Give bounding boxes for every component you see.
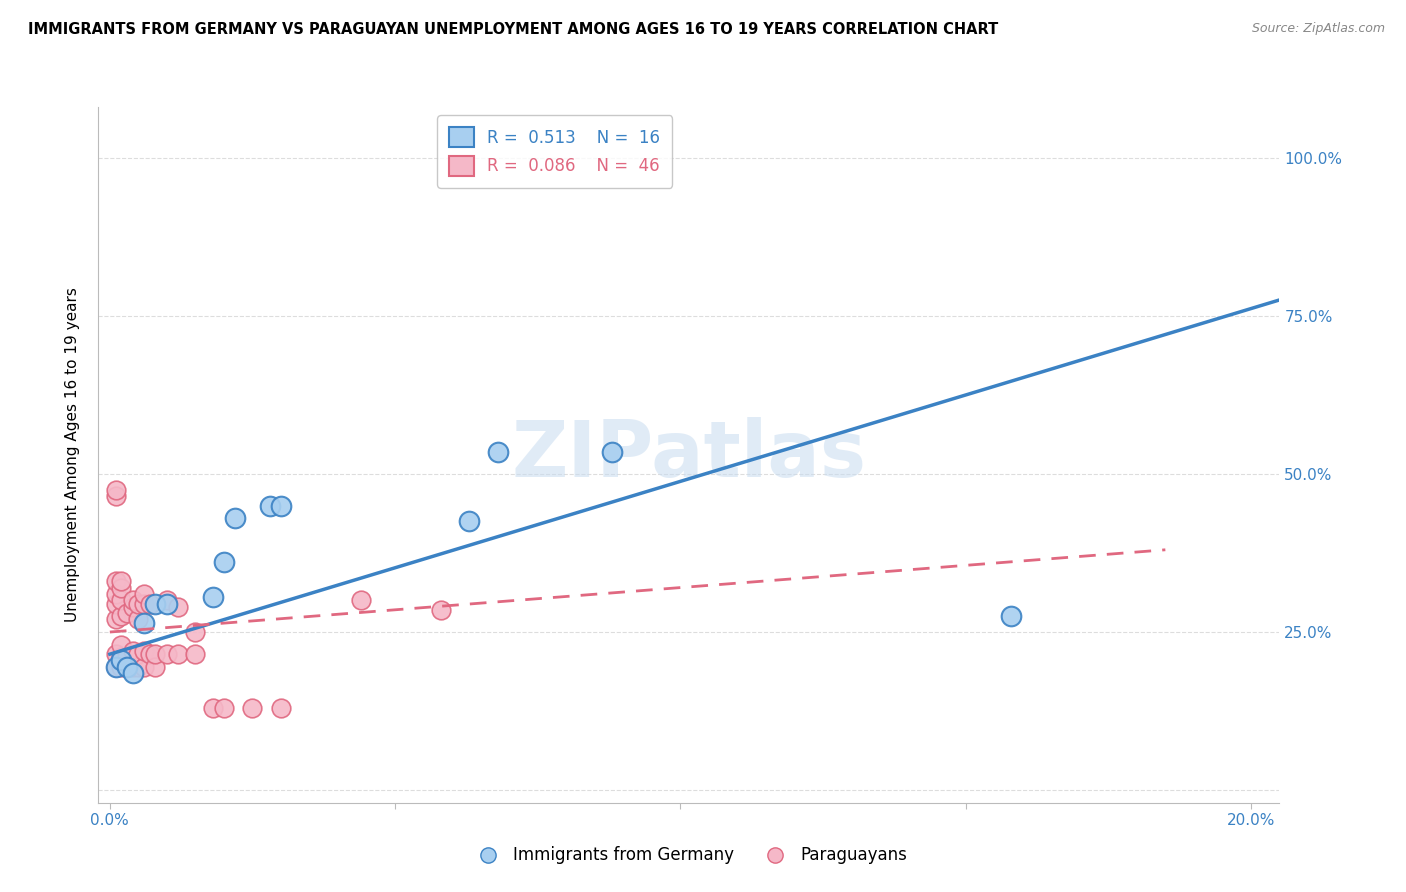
Point [110,638,132,652]
Point [132,660,155,674]
Point [156,597,179,611]
Point [167,599,190,614]
Point [104,660,127,674]
Point [104,647,127,661]
Point [110,653,132,667]
Point [104,574,127,589]
Point [184,647,207,661]
Point [212,556,235,570]
Point [139,597,162,611]
Point [121,599,143,614]
Point [270,499,292,513]
Point [458,514,481,528]
Point [156,593,179,607]
Point [104,597,127,611]
Point [132,587,155,601]
Point [127,660,149,674]
Point [156,647,179,661]
Point [242,701,264,715]
Point [110,609,132,624]
Point [132,615,155,630]
Text: ZIPatlas: ZIPatlas [512,417,866,493]
Point [486,444,509,458]
Point [184,625,207,640]
Point [110,650,132,665]
Point [104,483,127,497]
Point [127,597,149,611]
Point [224,511,246,525]
Point [121,644,143,658]
Point [1000,609,1022,624]
Point [110,574,132,589]
Point [104,489,127,503]
Text: IMMIGRANTS FROM GERMANY VS PARAGUAYAN UNEMPLOYMENT AMONG AGES 16 TO 19 YEARS COR: IMMIGRANTS FROM GERMANY VS PARAGUAYAN UN… [28,22,998,37]
Point [104,612,127,626]
Point [115,660,138,674]
Point [145,647,167,661]
Point [104,660,127,674]
Point [139,647,162,661]
Point [212,701,235,715]
Point [104,587,127,601]
Point [121,593,143,607]
Point [110,660,132,674]
Legend: Immigrants from Germany, Paraguayans: Immigrants from Germany, Paraguayans [464,839,914,871]
Point [270,701,292,715]
Point [259,499,281,513]
Point [429,603,451,617]
Point [121,660,143,674]
Point [167,647,190,661]
Point [145,597,167,611]
Point [121,666,143,681]
Point [115,650,138,665]
Point [201,591,224,605]
Point [132,597,155,611]
Point [115,606,138,620]
Point [127,612,149,626]
Point [115,660,138,674]
Point [110,593,132,607]
Point [127,647,149,661]
Point [145,660,167,674]
Point [600,444,623,458]
Y-axis label: Unemployment Among Ages 16 to 19 years: Unemployment Among Ages 16 to 19 years [65,287,80,623]
Point [201,701,224,715]
Point [110,581,132,595]
Text: Source: ZipAtlas.com: Source: ZipAtlas.com [1251,22,1385,36]
Point [132,644,155,658]
Point [350,593,373,607]
